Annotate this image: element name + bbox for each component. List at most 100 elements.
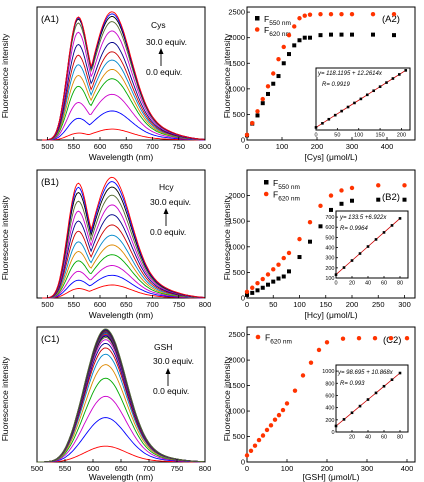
c2-inset-ytick-label-5: 1000 bbox=[322, 369, 334, 375]
c2-s0-point-7 bbox=[272, 417, 278, 422]
b2-xticks-label-6: 300 bbox=[398, 300, 411, 309]
a2-inset-point-5 bbox=[346, 105, 350, 109]
b2-inset-xtick-label-2: 40 bbox=[365, 281, 371, 287]
b2-inset-ytick-label-6: 700 bbox=[325, 215, 334, 221]
b2-inset-plot: 0 20 40 60 80 100 200 300 400 500 600 700 bbox=[325, 215, 403, 286]
b2-xticks-label-3: 150 bbox=[319, 300, 332, 309]
c2-inset-ytick-label-2: 400 bbox=[325, 406, 334, 412]
c2-s0-point-1 bbox=[248, 448, 254, 453]
c2-inset-point-4 bbox=[366, 398, 370, 401]
a2-legend-0: F550 nm bbox=[264, 14, 291, 27]
c2-s0-point-11 bbox=[292, 388, 298, 393]
c2-inset-point-0 bbox=[334, 424, 338, 428]
a2-yticks-label-0: 0 bbox=[241, 136, 245, 145]
a2-yticks-label-4: 2000 bbox=[228, 33, 245, 42]
c2-inset-equation: y= 98.695 + 10.868x bbox=[337, 370, 394, 376]
a2-s0-point-11 bbox=[302, 35, 307, 40]
b2-inset-point-3 bbox=[358, 252, 362, 255]
a2-legend-0-main: F bbox=[264, 14, 269, 24]
b2-s1-point-16 bbox=[402, 183, 407, 188]
a2-s1-point-5 bbox=[271, 71, 276, 76]
b2-legend-1-sub: 620 nm bbox=[278, 196, 300, 203]
b1-top-label: 30.0 equiv. bbox=[150, 197, 191, 207]
c2-s0-point-15 bbox=[324, 340, 330, 345]
b2-s1-point-7 bbox=[281, 255, 286, 261]
b2-s0-point-4 bbox=[266, 282, 270, 287]
a2-inset-point-10 bbox=[378, 85, 382, 88]
b1-xticks-label-0: 500 bbox=[41, 300, 54, 309]
b2-inset-xtick-label-4: 80 bbox=[397, 281, 403, 287]
c1-spectrum-15 bbox=[37, 331, 206, 463]
b2-inset-ytick-label-4: 500 bbox=[325, 235, 334, 241]
a2-s0-point-7 bbox=[281, 61, 286, 66]
c2-xlabel: [GSH] (μmol/L) bbox=[303, 472, 360, 482]
c2-s0-point-4 bbox=[260, 433, 266, 438]
a2-inset-point-14 bbox=[404, 69, 408, 72]
a2-ylabel: Fluorescence intensity bbox=[222, 33, 232, 118]
b1-xticks-label-1: 550 bbox=[67, 300, 80, 309]
b1-spectrum-3 bbox=[42, 254, 205, 299]
a1-curves bbox=[42, 11, 205, 141]
a1-xticks-label-1: 550 bbox=[67, 142, 80, 151]
b1-xticks-label-2: 600 bbox=[94, 300, 107, 309]
b2-inset: y= 133.5 +6.922x R= 0.9964 0 20 40 60 80 100 2… bbox=[325, 210, 409, 287]
b2-s1-point-0 bbox=[244, 289, 250, 295]
c2-xticks-label-4: 400 bbox=[401, 464, 414, 473]
a2-s0-point-4 bbox=[266, 91, 270, 96]
b2-s0-point-6 bbox=[276, 276, 281, 281]
b1-arrowhead bbox=[163, 208, 169, 214]
b2-s1-point-9 bbox=[297, 236, 302, 242]
c2-s0-point-16 bbox=[340, 336, 346, 341]
c1-panel-label: (C1) bbox=[41, 334, 59, 345]
b2-s1-point-10 bbox=[307, 220, 313, 225]
b2-s0-point-14 bbox=[350, 198, 354, 203]
b2-s0-point-10 bbox=[308, 239, 312, 244]
b2-inset-point-0 bbox=[334, 273, 338, 276]
b2-legend-0: F550 nm bbox=[273, 178, 300, 191]
b1-analyte: Hcy bbox=[159, 182, 174, 192]
b2-s0-point-0 bbox=[245, 292, 249, 297]
c1-spectrum-16 bbox=[37, 330, 206, 463]
c2-s0-point-2 bbox=[252, 443, 258, 448]
a2-inset-plot: 0 50 100 150 200 bbox=[314, 69, 408, 139]
a2-s0-point-18 bbox=[392, 33, 396, 38]
a2-inset-xtick-label-0: 0 bbox=[314, 133, 317, 139]
c2-inset: y= 98.695 + 10.868x R= 0.993 20 40 60 80020… bbox=[322, 364, 409, 441]
a2-s1-point-2 bbox=[255, 109, 260, 114]
a2-yticks: 0 500 1000 1500 2000 2500 bbox=[228, 8, 250, 145]
b2-inset-ytick-label-5: 600 bbox=[325, 225, 334, 231]
b2-xticks-label-1: 50 bbox=[269, 300, 277, 309]
a2-inset-point-2 bbox=[327, 117, 331, 121]
a1-top-label: 30.0 equiv. bbox=[146, 37, 187, 47]
b2-s0-point-2 bbox=[255, 288, 260, 293]
a2-s0-point-15 bbox=[339, 32, 344, 37]
a1-xticks: 500 550 600 650 700 750 800 bbox=[41, 137, 211, 151]
a2-s1-point-1 bbox=[250, 120, 255, 126]
a2-s0-point-10 bbox=[297, 38, 302, 43]
c2-yticks-label-2: 1000 bbox=[228, 407, 245, 416]
c2-xticks-label-3: 300 bbox=[361, 464, 374, 473]
c1-bottom-label: 0.0 equiv. bbox=[153, 386, 189, 396]
b2-inset-point-4 bbox=[366, 245, 370, 248]
c2-s0-point-5 bbox=[264, 427, 270, 433]
a1-spectrum-2 bbox=[42, 93, 205, 141]
a2-legend-0-sub: 550 nm bbox=[269, 20, 291, 27]
c2-yticks-label-5: 2500 bbox=[228, 330, 245, 339]
c2-s0-point-8 bbox=[276, 412, 282, 418]
b2-s1-point-11 bbox=[318, 203, 323, 209]
b2-yticks-label-3: 1500 bbox=[228, 217, 245, 226]
a2-legend-1-sub: 620 nm bbox=[269, 31, 291, 38]
b2-inset-ytick-label-2: 300 bbox=[325, 256, 334, 262]
c2-legend-0-main: F bbox=[265, 333, 270, 343]
b2-inset-xtick-label-1: 20 bbox=[349, 281, 355, 287]
c2-legend-marker-0 bbox=[255, 334, 261, 340]
b2-axes bbox=[246, 169, 416, 299]
c2-s0-point-10 bbox=[284, 401, 290, 406]
b1-spectrum-8 bbox=[42, 204, 205, 299]
a2-inset-axes bbox=[315, 67, 411, 131]
b1-ylabel: Fluorescence intensity bbox=[0, 195, 10, 280]
c1-top-label: 30.0 equiv. bbox=[153, 356, 194, 366]
b2-inset-ytick-label-3: 400 bbox=[325, 246, 334, 252]
b2-s1-point-5 bbox=[271, 267, 276, 272]
